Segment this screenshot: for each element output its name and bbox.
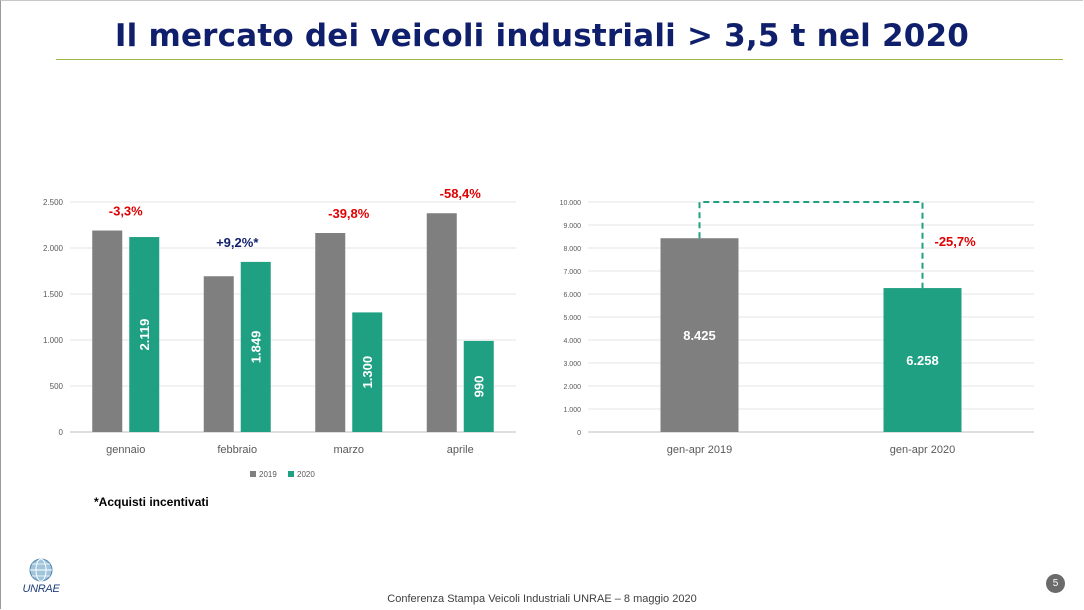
y-tick-label: 1.000 [43, 336, 64, 345]
data-label-2020: 990 [472, 376, 487, 398]
x-tick-label: aprile [447, 444, 474, 456]
y-tick-label: 9.000 [563, 223, 581, 230]
x-tick-label: gen-apr 2019 [667, 444, 732, 456]
bar-2020 [240, 261, 271, 432]
y-tick-label: 1.500 [43, 290, 64, 299]
data-label-2020: 1.300 [360, 356, 375, 389]
y-tick-label: 2.500 [43, 198, 64, 207]
data-label-2020: 2.119 [137, 319, 152, 351]
change-annotation: -39,8% [328, 206, 370, 221]
y-tick-label: 8.000 [563, 246, 581, 253]
title-divider [56, 59, 1063, 60]
bar-2019 [92, 230, 123, 432]
x-tick-label: marzo [333, 444, 364, 456]
y-tick-label: 4.000 [563, 338, 581, 345]
bar-2020 [352, 312, 383, 432]
data-label: 8.425 [683, 328, 716, 343]
bar-2020 [129, 237, 160, 432]
change-annotation: +9,2%* [216, 235, 259, 250]
page-number: 5 [1046, 574, 1065, 593]
x-tick-label: gen-apr 2020 [890, 444, 955, 456]
legend-label-2019: 2019 [259, 470, 277, 479]
y-tick-label: 0 [577, 430, 581, 437]
y-tick-label: 7.000 [563, 269, 581, 276]
data-label: 6.258 [906, 353, 939, 368]
change-annotation: -25,7% [935, 234, 977, 249]
globe-icon [29, 558, 53, 582]
y-tick-label: 6.000 [563, 292, 581, 299]
legend-label-2020: 2020 [297, 470, 315, 479]
dashed-connector [698, 201, 924, 289]
y-tick-label: 3.000 [563, 361, 581, 368]
slide-title: Il mercato dei veicoli industriali > 3,5… [114, 18, 970, 54]
y-tick-label: 1.000 [563, 407, 581, 414]
y-tick-label: 2.000 [563, 384, 581, 391]
unrae-logo: UNRAE [18, 556, 64, 596]
logo-text: UNRAE [22, 583, 60, 595]
change-annotation: -3,3% [109, 204, 143, 219]
y-tick-label: 500 [50, 382, 64, 391]
change-annotation: -58,4% [440, 186, 482, 201]
legend-swatch-2019 [250, 471, 256, 477]
bar-gen-apr-2020 [883, 288, 962, 432]
footnote: *Acquisti incentivati [94, 495, 209, 509]
y-tick-label: 5.000 [563, 315, 581, 322]
y-tick-label: 0 [59, 428, 64, 437]
bar-gen-apr-2019 [660, 238, 739, 432]
bar-2019 [203, 276, 234, 432]
bar-2019 [426, 213, 457, 432]
y-tick-label: 10.000 [560, 200, 582, 207]
y-tick-label: 2.000 [43, 244, 64, 253]
legend-swatch-2020 [288, 471, 294, 477]
x-tick-label: febbraio [217, 444, 257, 456]
x-tick-label: gennaio [106, 444, 145, 456]
data-label-2020: 1.849 [249, 331, 264, 364]
bar-2019 [315, 233, 346, 432]
bar-2020 [463, 340, 494, 432]
footer-text: Conferenza Stampa Veicoli Industriali UN… [387, 593, 697, 605]
